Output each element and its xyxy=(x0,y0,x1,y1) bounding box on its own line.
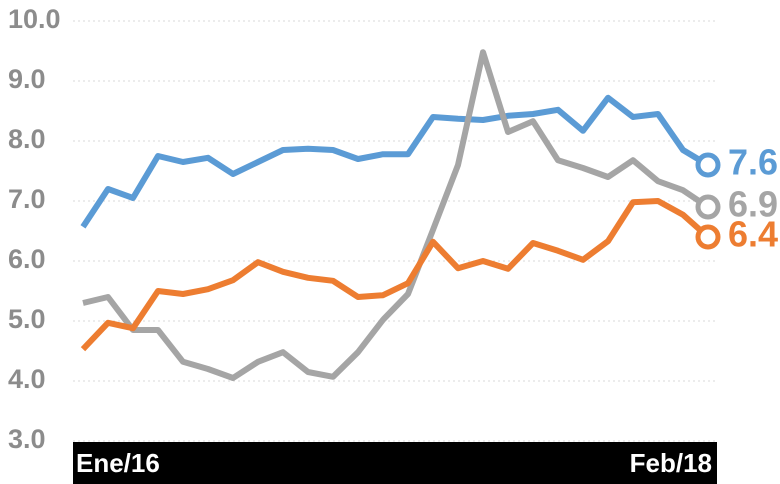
end-marker xyxy=(695,224,721,250)
y-tick-label: 5.0 xyxy=(8,304,46,334)
x-tick-label: Feb/18 xyxy=(630,448,712,478)
end-marker xyxy=(695,152,721,178)
y-tick-label: 4.0 xyxy=(8,364,46,394)
y-tick-label: 10.0 xyxy=(8,4,61,34)
x-tick-label: Ene/16 xyxy=(76,448,160,478)
end-label: 6.4 xyxy=(728,214,778,255)
series-line xyxy=(80,94,710,229)
series-line xyxy=(80,198,710,352)
end-label: 7.6 xyxy=(728,142,778,183)
series-line xyxy=(82,49,710,381)
y-tick-label: 8.0 xyxy=(8,124,46,154)
y-tick-label: 7.0 xyxy=(8,184,46,214)
y-tick-label: 9.0 xyxy=(8,64,46,94)
end-label: 6.9 xyxy=(728,184,778,225)
y-tick-label: 6.0 xyxy=(8,244,46,274)
x-axis-band xyxy=(73,442,717,484)
end-marker xyxy=(695,194,721,220)
y-tick-label: 3.0 xyxy=(8,424,46,454)
